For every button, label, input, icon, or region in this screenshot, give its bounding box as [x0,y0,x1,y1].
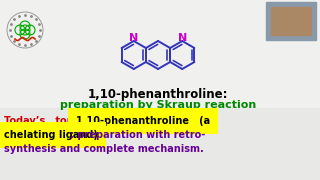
Text: 1,10-phenanthroline   (a: 1,10-phenanthroline (a [76,116,210,126]
Text: preparation by Skraup reaction: preparation by Skraup reaction [60,100,256,110]
Text: 1,10-phenanthroline:: 1,10-phenanthroline: [88,88,228,101]
Text: synthesis and complete mechanism.: synthesis and complete mechanism. [4,144,204,154]
Text: chelating ligand): chelating ligand) [4,130,98,140]
Text: Today’s   topic:: Today’s topic: [4,116,87,126]
Bar [266,2,316,40]
Text: N: N [178,33,187,43]
Bar [271,7,311,35]
Bar [0,108,320,180]
Text: : preparation with retro-: : preparation with retro- [70,130,205,140]
Text: N: N [129,33,138,43]
